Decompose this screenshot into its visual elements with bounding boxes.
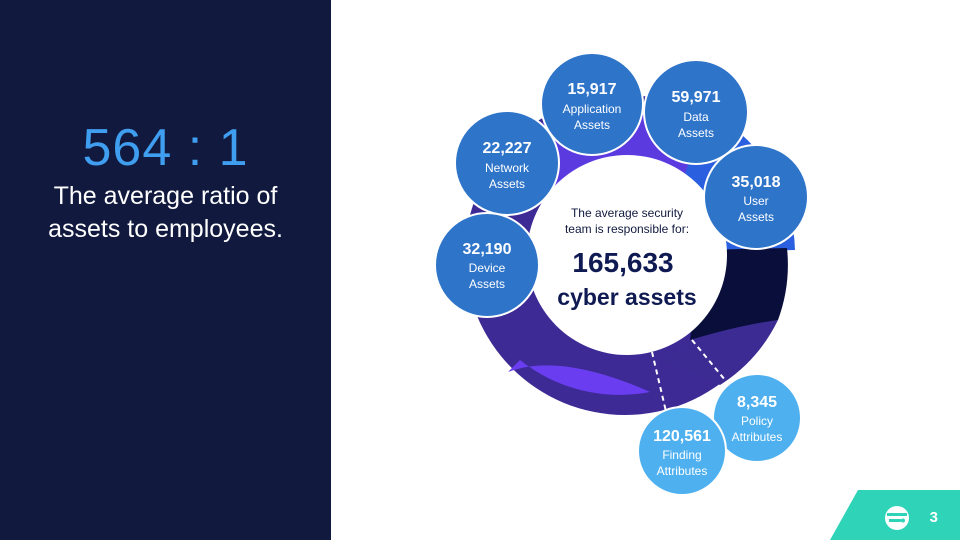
bubble-finding-value: 120,561: [653, 428, 711, 445]
bubble-user-line1: User: [743, 194, 768, 208]
page-number: 3: [929, 509, 938, 526]
bubble-device-value: 32,190: [463, 241, 512, 258]
bubble-data: 59,971 Data Assets: [643, 59, 749, 165]
bubble-data-line1: Data: [683, 110, 709, 124]
connector-policy: [691, 339, 736, 393]
bubble-finding: 120,561 Finding Attributes: [637, 406, 727, 496]
ratio-value: 564 : 1: [82, 119, 249, 177]
center-total: 165,633: [572, 247, 673, 278]
bubble-user-value: 35,018: [732, 174, 781, 191]
bubble-user-line2: Assets: [738, 210, 774, 224]
asset-diagram: The average security team is responsible…: [434, 52, 809, 496]
bubble-network-line2: Assets: [489, 177, 525, 191]
ring-segment-bottom: [508, 360, 650, 395]
bubble-policy-value: 8,345: [737, 394, 777, 411]
bubble-policy-line2: Attributes: [732, 430, 783, 444]
bubble-application-value: 15,917: [568, 81, 617, 98]
center-intro-line2: team is responsible for:: [565, 222, 689, 236]
center-circle: [527, 155, 727, 355]
bubble-user: 35,018 User Assets: [703, 144, 809, 250]
bubble-application: 15,917 Application Assets: [540, 52, 644, 156]
bubble-data-line2: Assets: [678, 126, 714, 140]
bubble-network-line1: Network: [485, 161, 530, 175]
bubble-finding-line1: Finding: [662, 448, 701, 462]
bubble-network: 22,227 Network Assets: [454, 110, 560, 216]
bubble-application-line1: Application: [563, 102, 622, 116]
left-panel: 564 : 1 The average ratio of assets to e…: [0, 0, 331, 540]
connector-finding: [651, 351, 669, 421]
bubble-finding-line2: Attributes: [657, 464, 708, 478]
bubble-application-line2: Assets: [574, 118, 610, 132]
bubble-device-line2: Assets: [469, 277, 505, 291]
ratio-caption: The average ratio of assets to employees…: [48, 182, 283, 243]
bubble-data-value: 59,971: [672, 89, 721, 106]
bubble-policy-line1: Policy: [741, 414, 773, 428]
bubble-network-value: 22,227: [483, 140, 532, 157]
center-unit: cyber assets: [557, 284, 696, 310]
logo-icon: [885, 506, 909, 530]
ring-segment-lower-right: [660, 320, 778, 385]
center-intro-line1: The average security: [571, 206, 683, 220]
bubble-device: 32,190 Device Assets: [434, 212, 540, 318]
bubble-policy: 8,345 Policy Attributes: [712, 373, 802, 463]
bubble-device-line1: Device: [469, 261, 506, 275]
